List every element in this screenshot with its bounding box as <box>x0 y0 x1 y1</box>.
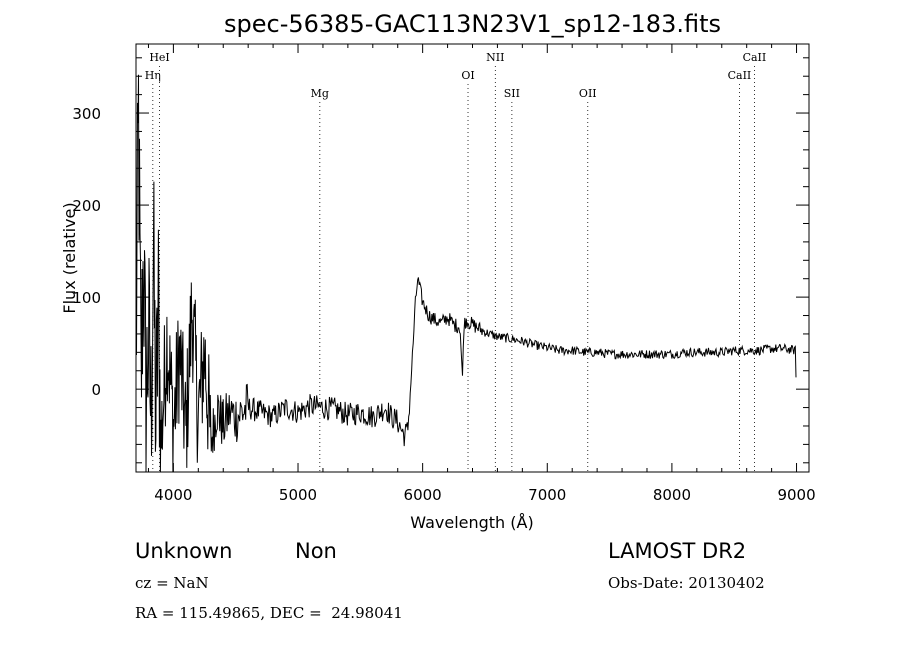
spectral-line-label: OII <box>579 87 597 100</box>
redshift-cz: cz = NaN <box>135 574 209 592</box>
ra-dec-coordinates: RA = 115.49865, DEC = 24.98041 <box>135 604 403 622</box>
chart-title: spec-56385-GAC113N23V1_sp12-183.fits <box>224 10 721 38</box>
spectral-line-label: OI <box>461 69 474 82</box>
spectral-line-label: CaII <box>728 69 752 82</box>
object-class: Unknown <box>135 539 233 563</box>
spectral-lines: Hη HeI Mg OI NII SII OII CaII CaII <box>145 51 767 472</box>
spectral-line-label: Hη <box>145 69 161 82</box>
plot-frame <box>135 43 810 473</box>
y-tick-label: 100 <box>72 289 101 307</box>
y-tick-label: 0 <box>91 381 101 399</box>
spectral-line-label: CaII <box>743 51 767 64</box>
survey-name: LAMOST DR2 <box>608 539 747 563</box>
spectral-line-label: SII <box>504 87 520 100</box>
x-tick-label: 4000 <box>154 486 192 504</box>
y-tick-label: 200 <box>72 197 101 215</box>
x-tick-label: 6000 <box>404 486 442 504</box>
observation-date: Obs-Date: 20130402 <box>608 574 765 592</box>
object-subclass: Non <box>295 539 337 563</box>
spectral-line-label: Mg <box>311 87 329 100</box>
spectral-line-label: NII <box>486 51 504 64</box>
x-tick-label: 8000 <box>653 486 691 504</box>
axes: 4000 5000 6000 7000 8000 9000 0 100 200 300 <box>72 43 816 504</box>
y-tick-label: 300 <box>72 105 101 123</box>
x-axis-label: Wavelength (Å) <box>410 513 533 532</box>
y-axis-label: Flux (relative) <box>60 202 79 313</box>
spectrum-line <box>135 74 797 473</box>
x-tick-label: 5000 <box>279 486 317 504</box>
spectral-line-label: HeI <box>149 51 169 64</box>
x-tick-label: 7000 <box>528 486 566 504</box>
x-tick-label: 9000 <box>777 486 815 504</box>
